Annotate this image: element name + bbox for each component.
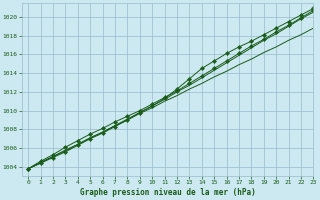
X-axis label: Graphe pression niveau de la mer (hPa): Graphe pression niveau de la mer (hPa) — [80, 188, 256, 197]
